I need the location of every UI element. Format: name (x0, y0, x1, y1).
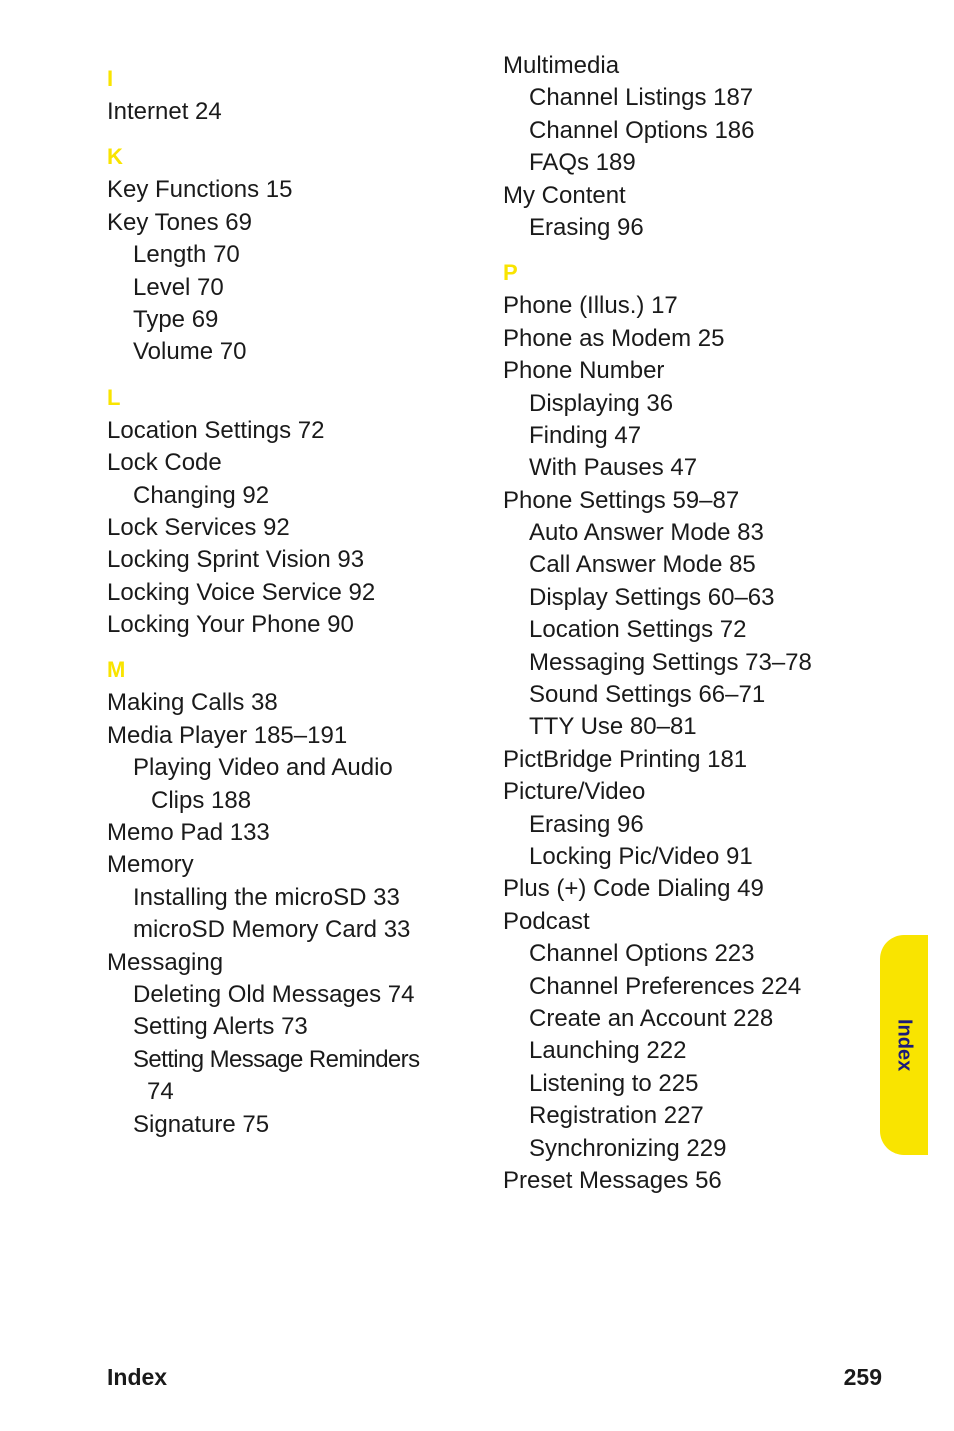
index-entry: Auto Answer Mode 83 (503, 517, 879, 549)
index-entry: Channel Preferences 224 (503, 971, 879, 1003)
index-entry: Erasing 96 (503, 212, 879, 244)
index-entry: Type 69 (107, 304, 483, 336)
index-entry: FAQs 189 (503, 147, 879, 179)
index-entry: Phone as Modem 25 (503, 323, 879, 355)
side-tab-label: Index (893, 1019, 916, 1071)
index-entry: Installing the microSD 33 (107, 882, 483, 914)
index-entry: Podcast (503, 906, 879, 938)
side-tab: Index (880, 935, 928, 1155)
index-entry: Locking Pic/Video 91 (503, 841, 879, 873)
index-entry: Memo Pad 133 (107, 817, 483, 849)
index-entry: Making Calls 38 (107, 687, 483, 719)
index-entry: Synchronizing 229 (503, 1133, 879, 1165)
index-entry: Memory (107, 849, 483, 881)
index-entry: microSD Memory Card 33 (107, 914, 483, 946)
index-page: I Internet 24 K Key Functions 15Key Tones 6… (0, 0, 954, 1197)
index-entry: Locking Your Phone 90 (107, 609, 483, 641)
index-entry: Create an Account 228 (503, 1003, 879, 1035)
index-entry: Signature 75 (107, 1109, 483, 1141)
index-entry: Deleting Old Messages 74 (107, 979, 483, 1011)
index-entry: Preset Messages 56 (503, 1165, 879, 1197)
right-column: MultimediaChannel Listings 187Channel Op… (503, 50, 879, 1197)
index-entry: Finding 47 (503, 420, 879, 452)
index-entry: PictBridge Printing 181 (503, 744, 879, 776)
index-entry: Registration 227 (503, 1100, 879, 1132)
footer-section-title: Index (107, 1364, 167, 1391)
index-entry-label-cont: Clips 188 (133, 785, 483, 817)
index-entry: Call Answer Mode 85 (503, 549, 879, 581)
section-letter: I (107, 66, 483, 92)
index-entry: Setting Alerts 73 (107, 1011, 483, 1043)
index-entry-label: Setting Message Reminders (133, 1044, 483, 1076)
index-entry: Location Settings 72 (503, 614, 879, 646)
index-entry: Changing 92 (107, 480, 483, 512)
index-entry: Phone (Illus.) 17 (503, 290, 879, 322)
index-entry: Setting Message Reminders74 (107, 1044, 483, 1109)
index-entry: Picture/Video (503, 776, 879, 808)
index-entry: Erasing 96 (503, 809, 879, 841)
section-letter: K (107, 144, 483, 170)
page-footer: Index 259 (107, 1364, 882, 1391)
left-column: I Internet 24 K Key Functions 15Key Tones 6… (107, 50, 483, 1197)
index-entry: Plus (+) Code Dialing 49 (503, 873, 879, 905)
index-entry: Internet 24 (107, 96, 483, 128)
index-entry: Key Tones 69 (107, 207, 483, 239)
index-entry: Level 70 (107, 272, 483, 304)
index-entry: Sound Settings 66–71 (503, 679, 879, 711)
index-entry: My Content (503, 180, 879, 212)
index-entry-label: Playing Video and Audio (133, 752, 483, 784)
index-entry: Phone Settings 59–87 (503, 485, 879, 517)
index-entry: Channel Options 186 (503, 115, 879, 147)
index-entry: Channel Options 223 (503, 938, 879, 970)
index-entry: Media Player 185–191 (107, 720, 483, 752)
index-entry: Launching 222 (503, 1035, 879, 1067)
index-entry: Display Settings 60–63 (503, 582, 879, 614)
section-letter: M (107, 657, 483, 683)
index-entry: Messaging (107, 947, 483, 979)
index-entry: Lock Code (107, 447, 483, 479)
index-entry: Volume 70 (107, 336, 483, 368)
index-entry: Length 70 (107, 239, 483, 271)
footer-page-number: 259 (844, 1364, 882, 1391)
index-entry: Displaying 36 (503, 388, 879, 420)
index-entry: Locking Voice Service 92 (107, 577, 483, 609)
index-entry: Listening to 225 (503, 1068, 879, 1100)
index-entry-page: 74 (133, 1076, 483, 1108)
index-entry: Key Functions 15 (107, 174, 483, 206)
index-entry: Channel Listings 187 (503, 82, 879, 114)
index-entry: With Pauses 47 (503, 452, 879, 484)
section-letter: L (107, 385, 483, 411)
index-entry: TTY Use 80–81 (503, 711, 879, 743)
index-entry: Multimedia (503, 50, 879, 82)
index-entry: Locking Sprint Vision 93 (107, 544, 483, 576)
index-entry: Playing Video and AudioClips 188 (107, 752, 483, 817)
index-entry: Phone Number (503, 355, 879, 387)
index-entry: Messaging Settings 73–78 (503, 647, 879, 679)
section-letter: P (503, 260, 879, 286)
index-entry: Location Settings 72 (107, 415, 483, 447)
index-entry: Lock Services 92 (107, 512, 483, 544)
